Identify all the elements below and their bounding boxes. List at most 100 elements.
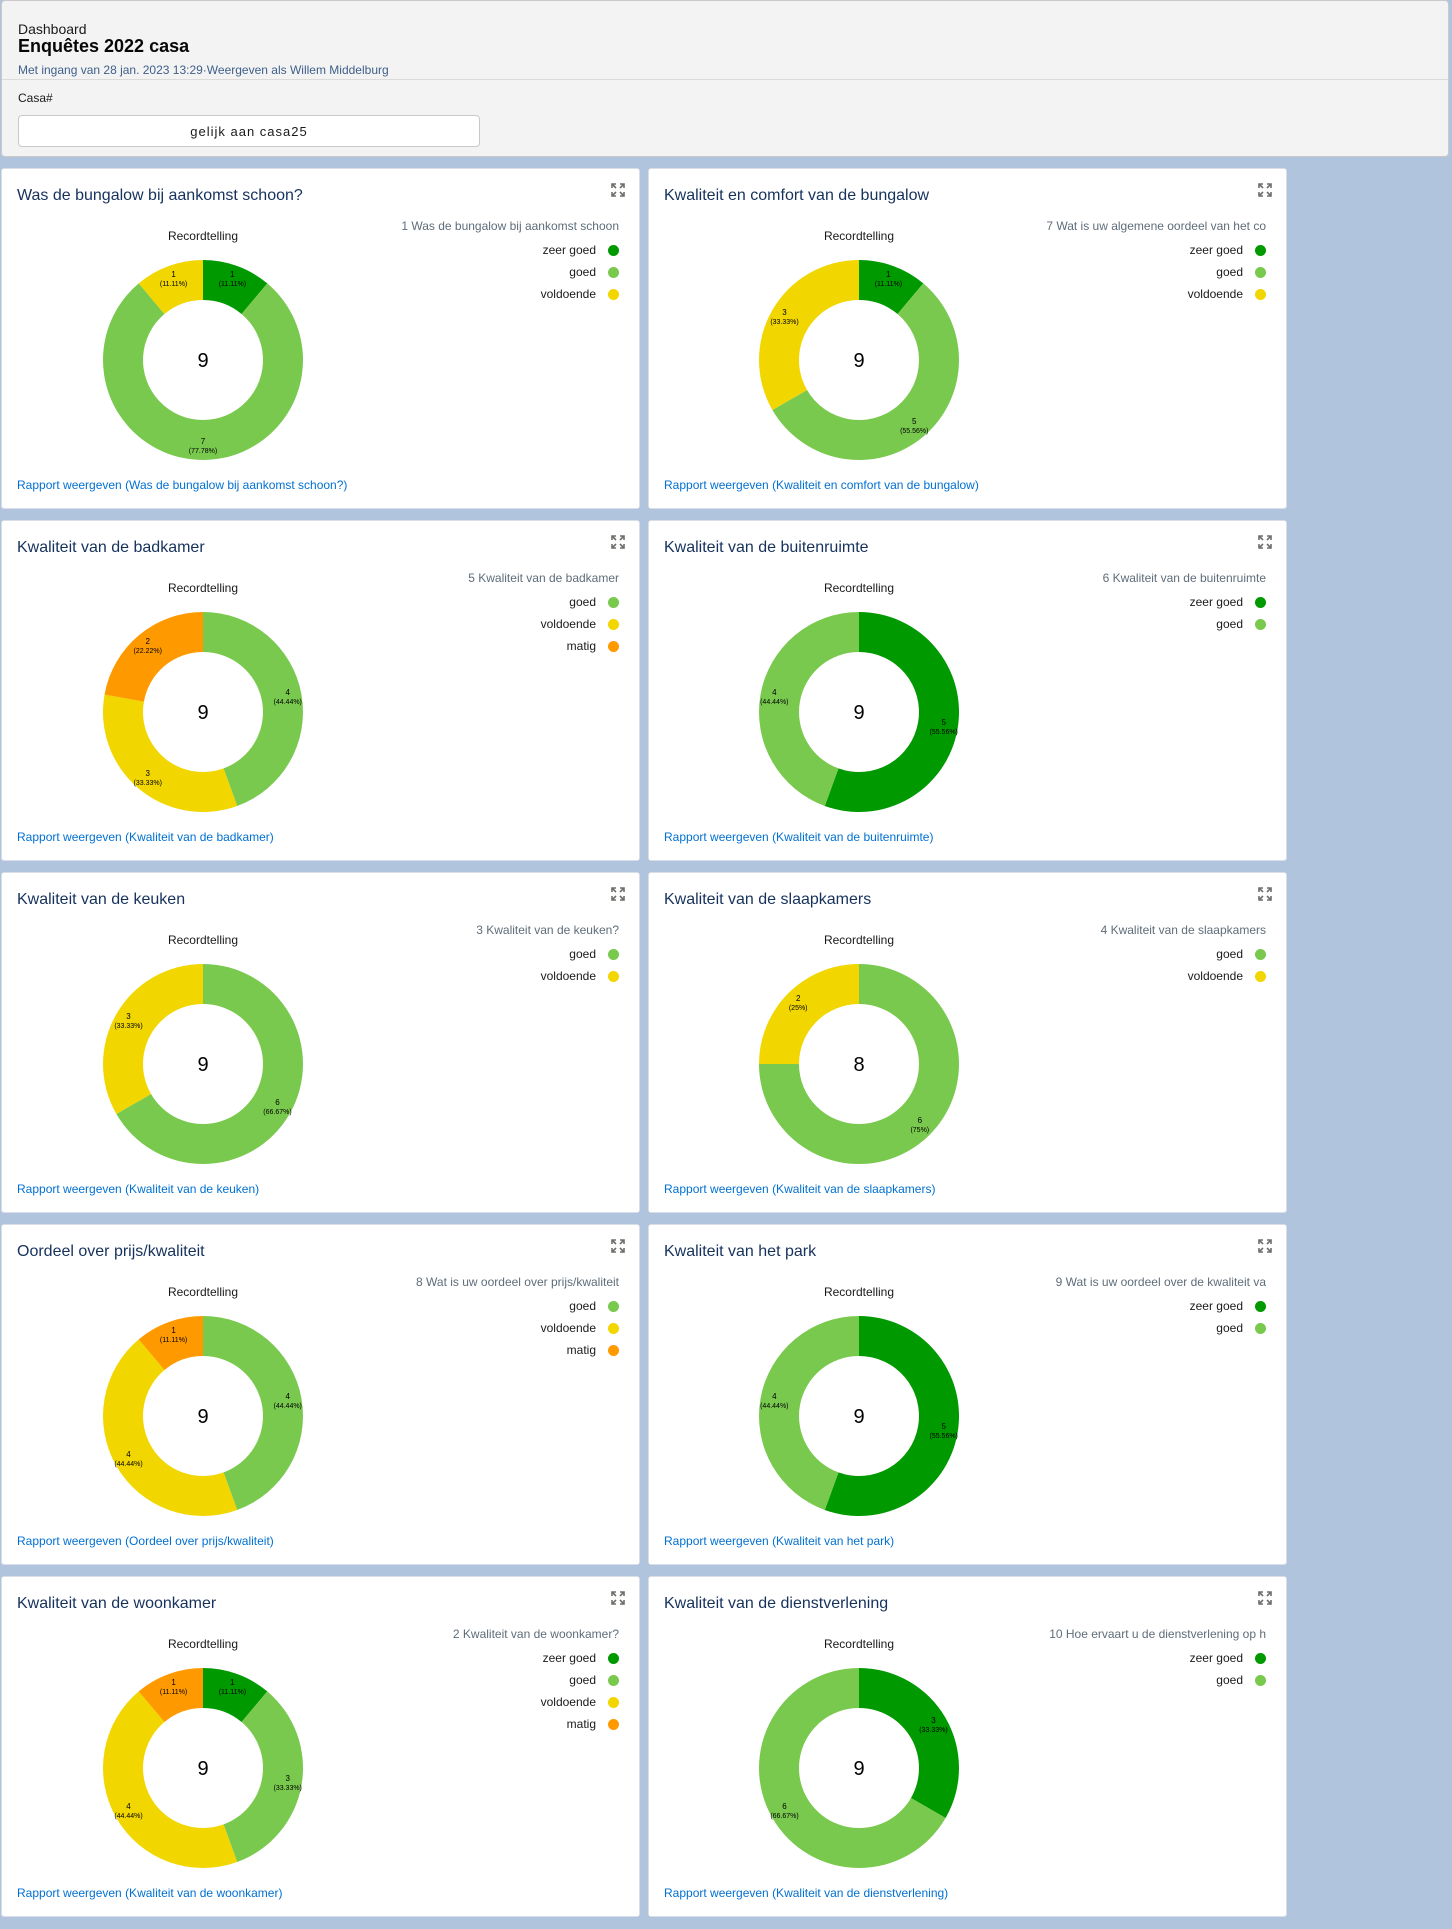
expand-icon[interactable] xyxy=(1258,887,1272,901)
report-link[interactable]: Rapport weergeven (Kwaliteit van de badk… xyxy=(17,830,274,844)
chart-caption: Recordtelling xyxy=(168,933,238,947)
pie-slice[interactable] xyxy=(759,612,859,806)
report-link[interactable]: Rapport weergeven (Kwaliteit van de dien… xyxy=(664,1886,949,1900)
pie-slice[interactable] xyxy=(824,612,959,812)
legend-item[interactable]: goed xyxy=(359,261,619,283)
expand-icon[interactable] xyxy=(611,1591,625,1605)
expand-icon[interactable] xyxy=(611,535,625,549)
slice-value-label: 1 xyxy=(171,1326,176,1335)
legend-swatch xyxy=(608,244,619,256)
donut-chart: Recordtelling 4 (44.44%) 4 (44.44%) 1 (11.11%)… xyxy=(102,1285,303,1516)
slice-percent-label: (33.33%) xyxy=(770,319,798,326)
pie-slice[interactable] xyxy=(759,1668,946,1868)
report-link[interactable]: Rapport weergeven (Kwaliteit van de buit… xyxy=(664,830,934,844)
legend-label: zeer goed xyxy=(542,1651,596,1665)
legend-item[interactable]: matig xyxy=(359,1713,619,1735)
expand-icon[interactable] xyxy=(1258,535,1272,549)
pie-slice[interactable] xyxy=(824,1316,959,1516)
legend-item[interactable]: voldoende xyxy=(359,1317,619,1339)
pie-slice[interactable] xyxy=(102,1339,238,1516)
pie-slice[interactable] xyxy=(759,964,859,1064)
legend-item[interactable]: goed xyxy=(359,1669,619,1691)
legend-swatch xyxy=(608,1696,619,1708)
pie-slice[interactable] xyxy=(859,260,924,315)
legend-item[interactable]: goed xyxy=(1006,943,1266,965)
pie-slice[interactable] xyxy=(772,283,959,460)
slice-value-label: 1 xyxy=(230,1678,235,1687)
chart-title: Kwaliteit van de keuken xyxy=(17,891,186,908)
report-link[interactable]: Rapport weergeven (Was de bungalow bij a… xyxy=(17,478,348,492)
report-link[interactable]: Rapport weergeven (Kwaliteit van de slaa… xyxy=(664,1182,936,1196)
legend-item[interactable]: matig xyxy=(359,1339,619,1361)
legend-label: goed xyxy=(569,595,596,609)
legend-item[interactable]: zeer goed xyxy=(1006,1295,1266,1317)
pie-slice[interactable] xyxy=(759,964,959,1164)
chart-total: 8 xyxy=(853,1054,864,1076)
chart-legend: 5 Kwaliteit van de badkamer goed voldoende… xyxy=(359,571,619,657)
legend-item[interactable]: zeer goed xyxy=(1006,591,1266,613)
legend-item[interactable]: goed xyxy=(359,943,619,965)
slice-percent-label: (44.44%) xyxy=(114,1461,142,1468)
chart-total: 9 xyxy=(853,1406,864,1428)
legend-item[interactable]: goed xyxy=(1006,261,1266,283)
donut-chart: Recordtelling 1 (11.11%) 5 (55.56%) 3 (33.33%)… xyxy=(759,229,959,460)
legend-label: zeer goed xyxy=(1189,1299,1243,1313)
legend-item[interactable]: zeer goed xyxy=(1006,1647,1266,1669)
legend-title: 8 Wat is uw oordeel over prijs/kwaliteit xyxy=(416,1275,619,1289)
slice-value-label: 4 xyxy=(285,688,290,697)
pie-slice[interactable] xyxy=(203,260,268,315)
chart-total: 9 xyxy=(197,350,208,372)
pie-slice[interactable] xyxy=(116,964,303,1164)
legend-item[interactable]: zeer goed xyxy=(359,1647,619,1669)
pie-slice[interactable] xyxy=(138,1668,203,1723)
legend-item[interactable]: zeer goed xyxy=(1006,239,1266,261)
casa-filter-button[interactable]: gelijk aan casa25 xyxy=(18,115,480,147)
legend-swatch xyxy=(608,1344,619,1356)
slice-percent-label: (25%) xyxy=(789,1005,808,1012)
expand-icon[interactable] xyxy=(1258,1239,1272,1253)
legend-item[interactable]: voldoende xyxy=(359,965,619,987)
report-link[interactable]: Rapport weergeven (Kwaliteit van de keuk… xyxy=(17,1182,260,1196)
pie-slice[interactable] xyxy=(104,612,203,702)
legend-item[interactable]: goed xyxy=(1006,1669,1266,1691)
report-link[interactable]: Rapport weergeven (Oordeel over prijs/kw… xyxy=(17,1534,274,1548)
report-link[interactable]: Rapport weergeven (Kwaliteit van de woon… xyxy=(17,1886,283,1900)
slice-percent-label: (11.11%) xyxy=(219,1689,246,1696)
legend-item[interactable]: voldoende xyxy=(359,283,619,305)
legend-item[interactable]: goed xyxy=(1006,613,1266,635)
legend-item[interactable]: goed xyxy=(359,1295,619,1317)
pie-slice[interactable] xyxy=(859,1668,959,1818)
pie-slice[interactable] xyxy=(102,283,303,460)
legend-item[interactable]: voldoende xyxy=(1006,965,1266,987)
expand-icon[interactable] xyxy=(611,183,625,197)
legend-title: 3 Kwaliteit van de keuken? xyxy=(476,923,619,937)
legend-item[interactable]: matig xyxy=(359,635,619,657)
legend-item[interactable]: voldoende xyxy=(359,1691,619,1713)
expand-icon[interactable] xyxy=(1258,1591,1272,1605)
report-link[interactable]: Rapport weergeven (Kwaliteit van het par… xyxy=(664,1534,895,1548)
expand-icon[interactable] xyxy=(611,887,625,901)
legend-item[interactable]: goed xyxy=(359,591,619,613)
expand-icon[interactable] xyxy=(611,1239,625,1253)
pie-slice[interactable] xyxy=(759,1316,859,1510)
pie-slice[interactable] xyxy=(223,1691,303,1862)
pie-slice[interactable] xyxy=(203,1668,268,1723)
legend-item[interactable]: voldoende xyxy=(359,613,619,635)
chart-caption: Recordtelling xyxy=(824,581,894,595)
report-link[interactable]: Rapport weergeven (Kwaliteit en comfort … xyxy=(664,478,979,492)
pie-slice[interactable] xyxy=(203,1316,303,1510)
legend-item[interactable]: goed xyxy=(1006,1317,1266,1339)
legend-swatch xyxy=(1255,948,1266,960)
pie-slice[interactable] xyxy=(138,260,203,315)
pie-slice[interactable] xyxy=(759,260,859,410)
pie-slice[interactable] xyxy=(138,1316,203,1371)
expand-icon[interactable] xyxy=(1258,183,1272,197)
pie-slice[interactable] xyxy=(102,964,203,1114)
legend-item[interactable]: zeer goed xyxy=(359,239,619,261)
pie-slice[interactable] xyxy=(203,612,303,806)
legend-item[interactable]: voldoende xyxy=(1006,283,1266,305)
chart-card: Kwaliteit van de woonkamer Recordtelling 1… xyxy=(1,1576,640,1917)
pie-slice[interactable] xyxy=(102,1691,238,1868)
pie-slice[interactable] xyxy=(102,694,238,812)
chart-legend: 6 Kwaliteit van de buitenruimte zeer goed… xyxy=(1006,571,1266,635)
